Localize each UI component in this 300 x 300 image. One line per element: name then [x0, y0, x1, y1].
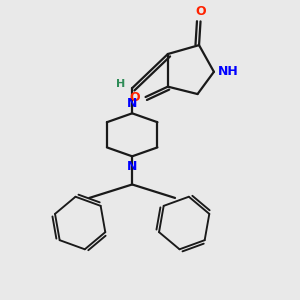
Text: O: O: [195, 5, 206, 18]
Text: NH: NH: [218, 65, 238, 78]
Text: H: H: [116, 79, 126, 89]
Text: O: O: [130, 91, 140, 103]
Text: N: N: [127, 97, 137, 110]
Text: N: N: [127, 160, 137, 173]
